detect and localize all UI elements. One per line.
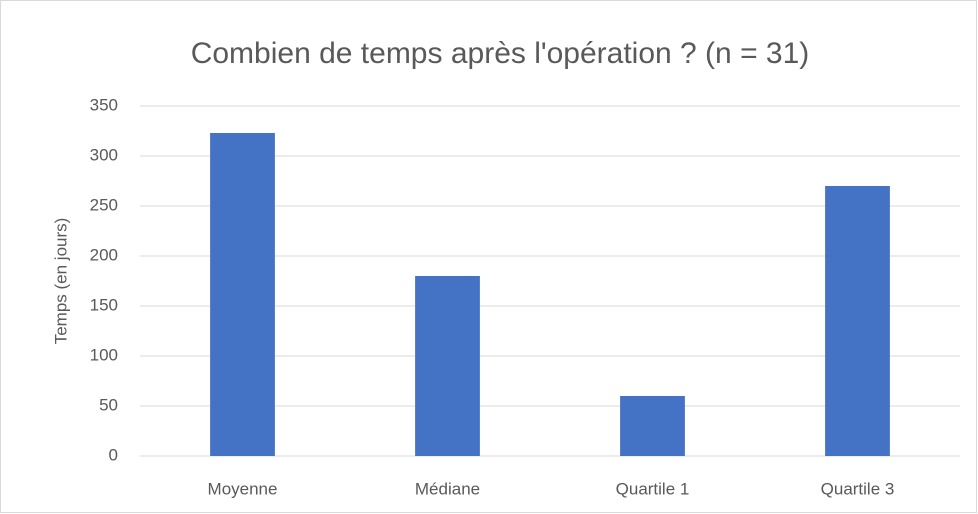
y-tick-label: 250 — [90, 195, 118, 214]
x-tick-label: Quartile 3 — [821, 479, 895, 498]
bar — [825, 186, 890, 456]
x-tick-label: Médiane — [415, 479, 480, 498]
bar — [415, 276, 480, 456]
y-tick-label: 350 — [90, 95, 118, 114]
chart-title: Combien de temps après l'opération ? (n … — [191, 37, 810, 70]
y-tick-label: 100 — [90, 345, 118, 364]
bar — [620, 396, 685, 456]
x-tick-label: Quartile 1 — [616, 479, 690, 498]
y-tick-label: 150 — [90, 295, 118, 314]
y-tick-label: 0 — [109, 445, 118, 464]
x-tick-label: Moyenne — [208, 479, 278, 498]
y-tick-label: 300 — [90, 145, 118, 164]
y-tick-label: 50 — [99, 395, 118, 414]
bar — [210, 133, 275, 456]
y-tick-label: 200 — [90, 245, 118, 264]
y-axis-label: Temps (en jours) — [51, 218, 70, 345]
